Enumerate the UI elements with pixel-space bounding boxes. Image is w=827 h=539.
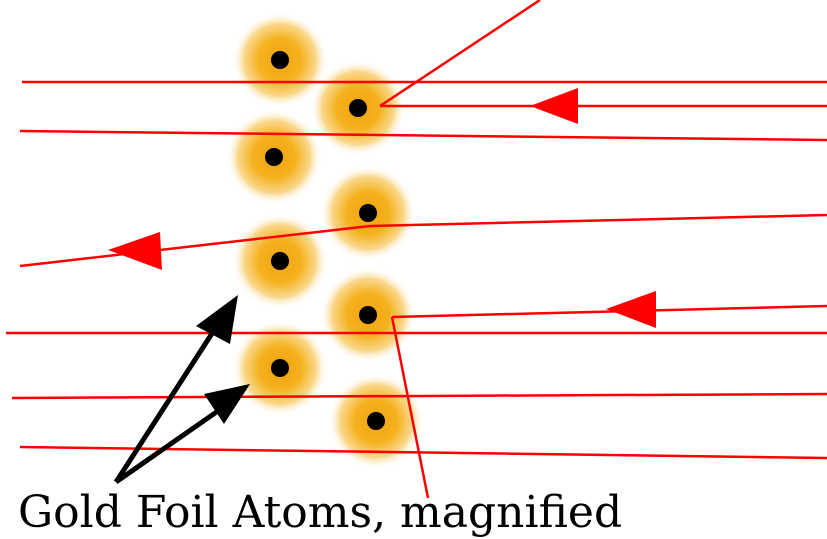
ray-arrowheads	[108, 88, 656, 328]
ray-3	[19, 129, 827, 142]
alpha-particle-rays	[6, 0, 827, 499]
arrowhead-ray-6	[606, 291, 656, 328]
ray-8	[19, 445, 827, 460]
ray-6-incoming	[391, 304, 827, 319]
arrowhead-ray-2	[530, 88, 578, 124]
atom-1	[232, 12, 328, 108]
arrowhead-ray-4	[108, 232, 162, 270]
ray-7	[11, 392, 827, 400]
pointer-arrow-2-shaft	[114, 401, 230, 485]
diagram-caption: Gold Foil Atoms, magnified	[18, 487, 622, 538]
ray-4-incoming	[369, 213, 827, 228]
atom-7	[232, 320, 328, 416]
atom-3	[226, 109, 322, 205]
atom-2	[310, 60, 406, 156]
ray-6-deflected	[390, 316, 430, 499]
atom-pointer-arrows	[113, 295, 250, 485]
atom-4	[320, 165, 416, 261]
pointer-arrow-1-shaft	[113, 316, 225, 484]
ray-2-reflected	[379, 0, 541, 108]
atom-8	[328, 373, 424, 469]
atom-6	[320, 267, 416, 363]
atom-5	[232, 213, 328, 309]
pointer-arrow-1-head	[196, 295, 238, 344]
gold-atoms	[226, 12, 424, 469]
pointer-arrow-2-head	[204, 384, 250, 424]
ray-4-deflected	[19, 224, 371, 268]
